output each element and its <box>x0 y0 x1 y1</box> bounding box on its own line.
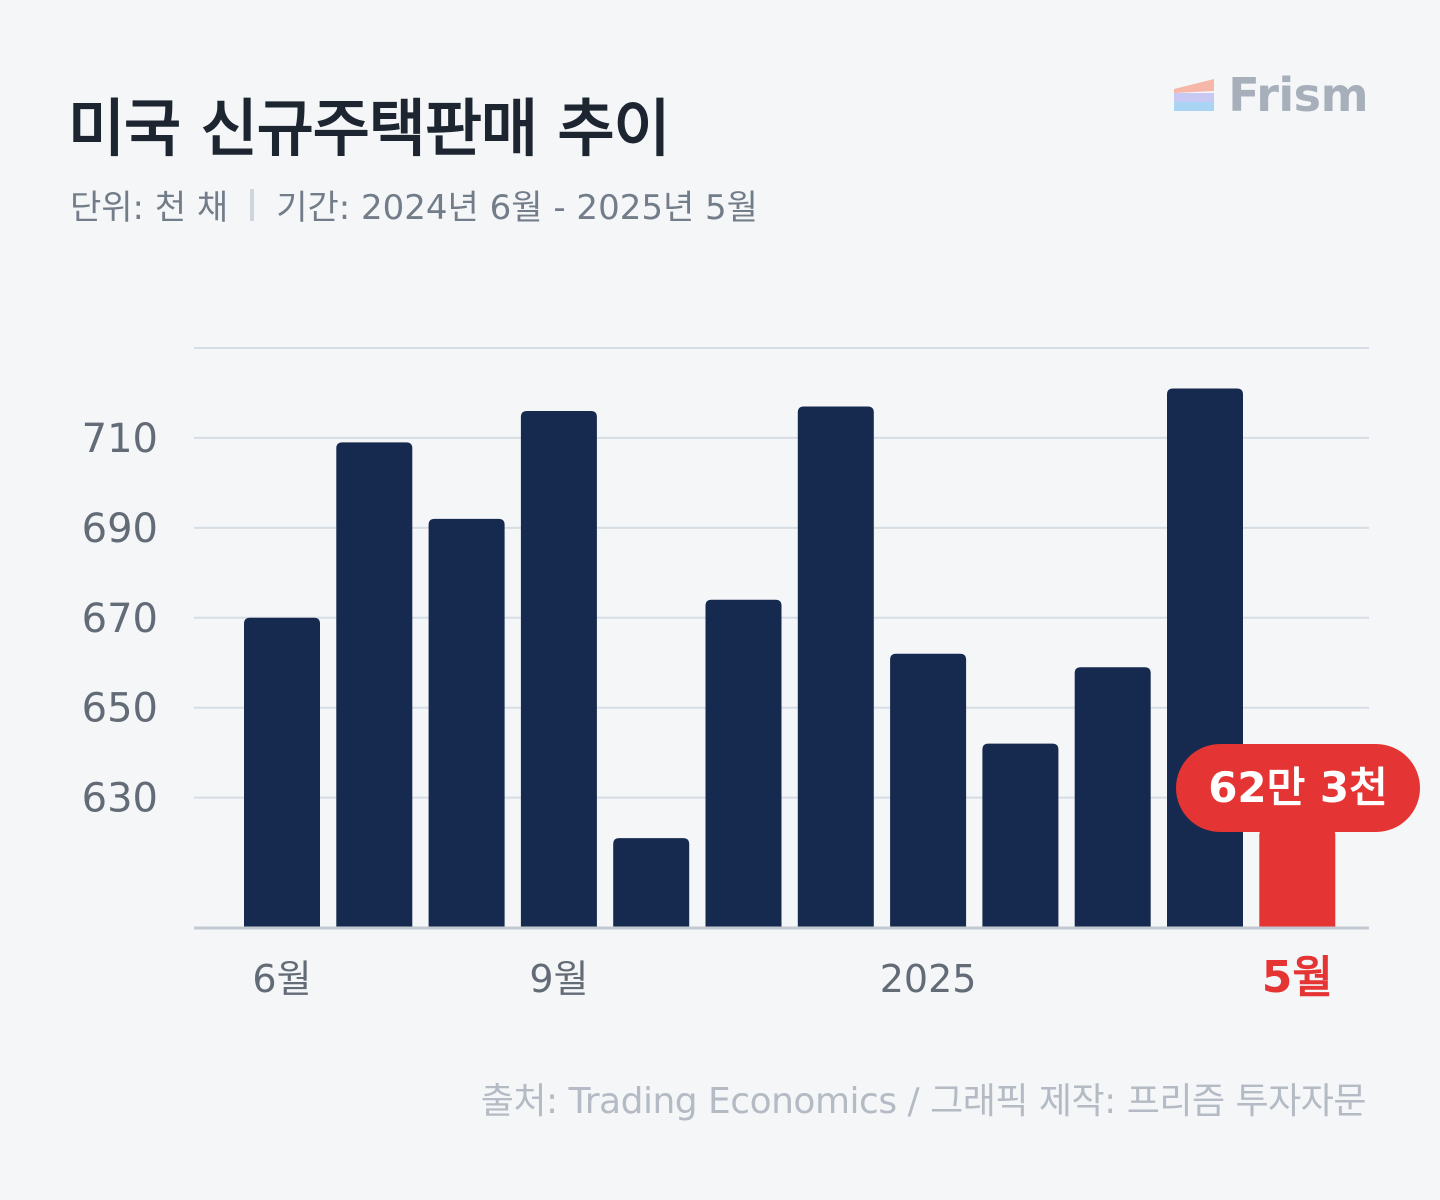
bar-2025-01 <box>890 653 967 928</box>
y-tick-label-630: 630 <box>82 776 158 822</box>
bar-2025-05 <box>1259 829 1336 928</box>
callout-bubble <box>1176 744 1420 832</box>
callout-pointer <box>1283 830 1312 854</box>
x-tick-label-7: 2025 <box>880 957 977 1001</box>
bar-2025-03 <box>1074 667 1151 928</box>
unit-label: 단위: 천 채 <box>70 188 229 228</box>
bar-2024-08 <box>428 518 505 928</box>
callout-label: 62만 3천 <box>1208 763 1388 812</box>
x-tick-label-3: 9월 <box>529 957 588 1001</box>
chart-subtitle: 단위: 천 채 기간: 2024년 6월 - 2025년 5월 <box>70 180 758 229</box>
y-tick-label-710: 710 <box>82 416 158 462</box>
prism-logo-icon <box>1174 79 1215 111</box>
bar-2025-02 <box>982 743 1059 928</box>
chart-title: 미국 신규주택판매 추이 <box>68 92 671 165</box>
bar-2024-06 <box>244 617 320 928</box>
y-tick-label-670: 670 <box>82 596 158 642</box>
bar-2024-12 <box>797 406 874 929</box>
bar-2024-09 <box>520 410 597 928</box>
brand-logo: Frism <box>1174 68 1368 122</box>
brand-name: Frism <box>1228 68 1368 122</box>
source-note: 출처: Trading Economics / 그래픽 제작: 프리즘 투자자문 <box>480 1081 1367 1122</box>
y-tick-label-690: 690 <box>82 506 158 552</box>
x-tick-label-0: 6월 <box>252 957 311 1001</box>
subtitle-divider <box>250 188 255 221</box>
period-label: 기간: 2024년 6월 - 2025년 5월 <box>276 188 758 228</box>
bar-2024-10 <box>613 838 690 928</box>
x-tick-label-11: 5월 <box>1262 952 1333 1003</box>
bar-2025-04 <box>1167 388 1243 929</box>
bar-2024-11 <box>705 599 782 928</box>
bar-2024-07 <box>336 442 413 928</box>
y-tick-label-650: 650 <box>82 686 158 732</box>
